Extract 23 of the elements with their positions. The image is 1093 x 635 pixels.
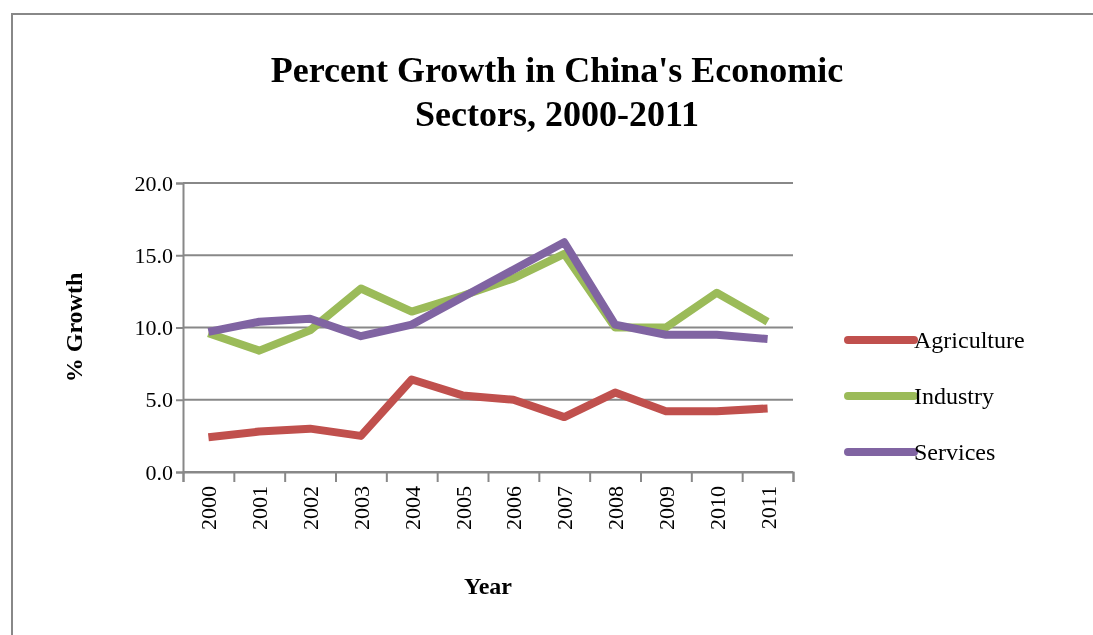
x-tick-label: 2003 [348,486,374,530]
x-axis-title: Year [464,573,513,599]
legend-label: Services [914,439,996,465]
x-tick-label: 2002 [298,486,324,530]
y-axis-title: % Growth [61,272,87,383]
x-tick-label: 2010 [704,486,730,530]
y-tick-label: 5.0 [145,387,173,413]
x-tick-label: 2007 [552,486,578,530]
x-tick-label: 2001 [247,486,273,530]
x-tick-label: 2008 [603,486,629,530]
x-tick-label: 2009 [653,486,679,530]
x-tick-label: 2011 [755,486,781,530]
legend-label: Agriculture [914,327,1025,353]
legend-label: Industry [914,383,994,409]
y-tick-label: 15.0 [134,242,173,268]
y-tick-label: 20.0 [134,170,173,196]
x-tick-label: 2005 [450,486,476,530]
y-tick-label: 0.0 [145,459,173,485]
chart-title: Percent Growth in China's Economic Sectors, 2000-2011 [270,50,844,134]
y-tick-label: 10.0 [134,315,173,341]
x-tick-label: 2000 [196,486,222,530]
x-tick-label: 2006 [501,486,527,530]
x-tick-label: 2004 [399,486,425,530]
